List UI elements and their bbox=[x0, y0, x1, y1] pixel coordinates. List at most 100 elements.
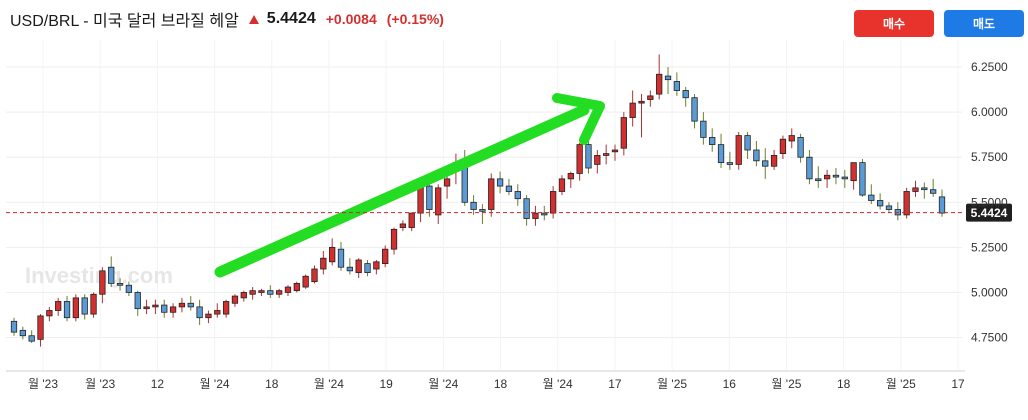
candle-body bbox=[222, 301, 230, 315]
candle bbox=[222, 299, 230, 318]
candle-body bbox=[620, 117, 627, 149]
x-tick-label: 월 '25 bbox=[657, 377, 687, 391]
candle bbox=[603, 144, 610, 165]
candle bbox=[373, 260, 380, 275]
x-tick-label: 18 bbox=[494, 377, 508, 391]
buy-button[interactable]: 매수 bbox=[854, 10, 934, 37]
trend-arrow-annotation bbox=[214, 93, 605, 278]
candle bbox=[72, 294, 80, 322]
price-up-arrow-icon bbox=[248, 14, 259, 24]
candle bbox=[249, 287, 256, 300]
candle bbox=[161, 299, 168, 318]
candle-body bbox=[399, 223, 407, 228]
candle bbox=[815, 166, 822, 188]
candle bbox=[143, 299, 150, 315]
candle bbox=[753, 140, 760, 167]
candle bbox=[187, 296, 194, 311]
candle-body bbox=[382, 248, 389, 265]
candle-body bbox=[541, 212, 548, 216]
candle bbox=[81, 294, 88, 320]
candle bbox=[656, 54, 663, 100]
candle bbox=[541, 205, 548, 221]
sell-button[interactable]: 매도 bbox=[944, 10, 1024, 37]
candle-body bbox=[726, 162, 734, 165]
candle bbox=[479, 204, 486, 224]
candle-body bbox=[390, 228, 398, 250]
candle bbox=[302, 274, 309, 289]
candle-body bbox=[885, 205, 893, 210]
candle-body bbox=[868, 194, 875, 201]
candle-body bbox=[850, 162, 857, 182]
candle bbox=[90, 292, 97, 318]
candle bbox=[46, 306, 53, 322]
candle bbox=[116, 278, 124, 291]
candle-body bbox=[125, 284, 133, 293]
candle-body bbox=[806, 156, 813, 180]
candle bbox=[682, 86, 689, 107]
candle-body bbox=[249, 290, 256, 295]
x-tick-label: 월 '24 bbox=[543, 377, 573, 391]
candle-body bbox=[832, 174, 840, 178]
instrument-title: USD/BRL - 미국 달러 브라질 헤알 bbox=[10, 13, 239, 30]
candle-body bbox=[169, 306, 177, 313]
y-axis: 6.2500 6.0000 5.7500 5.5000 5.2500 5.0000 4.75… bbox=[971, 60, 1008, 344]
candle bbox=[231, 294, 239, 307]
x-tick-label: 월 '24 bbox=[314, 377, 344, 391]
candle bbox=[717, 133, 725, 169]
x-tick-label: 월 '23 bbox=[85, 377, 115, 391]
candle bbox=[691, 94, 698, 129]
candle bbox=[28, 330, 35, 343]
candle bbox=[488, 173, 495, 217]
investing-watermark: Investing.com bbox=[25, 263, 173, 288]
candle bbox=[196, 299, 203, 325]
candle bbox=[709, 128, 716, 152]
candle-body bbox=[426, 185, 433, 210]
price-change: +0.0084 bbox=[325, 11, 377, 27]
candle-body bbox=[770, 155, 778, 167]
candle bbox=[134, 290, 141, 316]
current-price-tag bbox=[966, 203, 1012, 222]
candle bbox=[435, 184, 442, 224]
candle-body bbox=[408, 212, 415, 228]
candle-body bbox=[337, 248, 345, 268]
candle-body bbox=[673, 81, 680, 91]
candle-body bbox=[496, 178, 504, 187]
candlestick-chart[interactable]: Investing.com 5.4424 6.2500 6.0000 5.7500 5… bbox=[0, 40, 1028, 420]
candle bbox=[408, 212, 415, 232]
x-tick-label: 월 '24 bbox=[428, 377, 458, 391]
candle bbox=[382, 245, 389, 268]
candle-body bbox=[700, 120, 707, 138]
candle bbox=[532, 205, 539, 226]
candle-body bbox=[443, 178, 451, 187]
candle-body bbox=[505, 185, 513, 192]
candle bbox=[293, 281, 300, 293]
candle bbox=[921, 182, 928, 199]
candle-body bbox=[558, 178, 566, 192]
candle-body bbox=[647, 95, 654, 100]
candle-body bbox=[709, 136, 716, 145]
candle-body bbox=[549, 191, 557, 214]
x-tick-label: 월 '24 bbox=[200, 377, 230, 391]
candle bbox=[779, 135, 787, 160]
candle-body bbox=[37, 315, 44, 340]
candle-body bbox=[293, 283, 300, 292]
candle-body bbox=[532, 212, 539, 219]
candle bbox=[399, 220, 407, 232]
candle bbox=[99, 267, 106, 304]
candle-body bbox=[276, 290, 283, 295]
current-price: 5.4424 bbox=[266, 10, 316, 27]
candle bbox=[390, 227, 398, 255]
candle bbox=[788, 128, 795, 149]
candle-body bbox=[258, 290, 265, 293]
candle-body bbox=[196, 306, 203, 319]
candle-body bbox=[603, 153, 610, 156]
instrument-header: USD/BRL - 미국 달러 브라질 헤알 5.4424 +0.0084 (+… bbox=[10, 8, 444, 30]
candle bbox=[337, 241, 345, 271]
candle bbox=[470, 195, 477, 215]
candle bbox=[938, 189, 946, 217]
candle-body bbox=[161, 304, 168, 313]
candle-body bbox=[859, 162, 866, 196]
candle-body bbox=[329, 246, 336, 263]
candle bbox=[320, 250, 327, 275]
y-tick-label: 5.5000 bbox=[971, 195, 1008, 209]
